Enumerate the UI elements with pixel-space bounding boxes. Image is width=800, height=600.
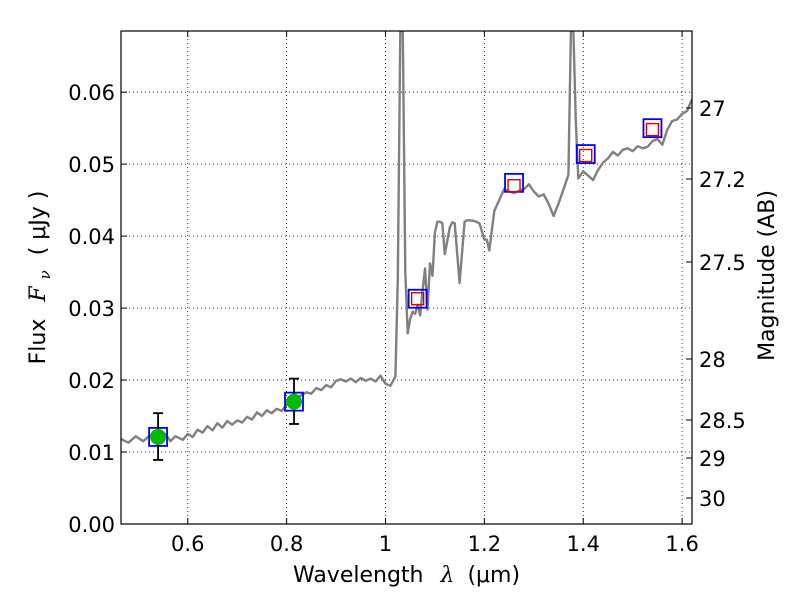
y-tick-label: 0.05 (68, 153, 115, 177)
plot-frame (120, 30, 693, 525)
observed-photometry-point (286, 393, 303, 410)
y-tick-label: 0.00 (68, 513, 115, 537)
x-tick-label: 0.6 (171, 532, 204, 556)
right-tick-label: 27 (699, 97, 726, 121)
y-axis-label: Flux (26, 319, 51, 365)
predicted-photometry-square (645, 122, 660, 137)
y-tick-label: 0.01 (68, 441, 115, 465)
right-tick-label: 30 (699, 487, 726, 511)
right-tick-label: 29 (699, 447, 726, 471)
x-axis-unit: (μm) (467, 563, 520, 588)
right-axis-title: Magnitude (AB) (755, 190, 780, 361)
x-axis-label: Wavelength (293, 563, 424, 588)
spectrum-layer (121, 31, 692, 444)
x-axis-symbol: λ (439, 563, 454, 588)
x-tick-label: 1.4 (567, 532, 600, 556)
right-tick-label: 28.5 (699, 409, 746, 433)
x-axis-title: Wavelength λ (μm) (293, 563, 520, 588)
marker-layer (148, 118, 663, 461)
x-tick-label: 1.6 (665, 532, 698, 556)
predicted-photometry-square (579, 148, 593, 163)
right-tick-label: 27.5 (699, 251, 746, 275)
spectrum-line (121, 31, 692, 444)
y-tick-label: 0.06 (68, 81, 115, 105)
tick-layer: 0.6 0.8 1 1.2 1.4 1.6 0.00 0.01 0.02 0.03 0.04 0.05… (68, 31, 746, 556)
x-tick-label: 1.2 (468, 532, 501, 556)
predicted-photometry-square (507, 179, 521, 193)
y-axis-unit: ( μJy ) (26, 191, 51, 256)
y-axis-title: Flux F ν ( μJy ) (26, 191, 56, 365)
model-photometry-square (407, 288, 428, 309)
x-tick-label: 0.8 (270, 532, 303, 556)
y-tick-label: 0.02 (68, 369, 115, 393)
y-axis-subscript: ν (36, 270, 54, 279)
predicted-photometry-square (410, 292, 425, 306)
right-tick-label: 27.2 (699, 168, 746, 192)
model-photometry-square (642, 118, 663, 139)
y-axis-symbol: F (26, 286, 51, 303)
y-tick-label: 0.03 (68, 297, 115, 321)
observed-photometry-point (150, 428, 167, 445)
model-photometry-square (575, 144, 596, 164)
y-tick-label: 0.04 (68, 225, 115, 249)
x-tick-label: 1 (379, 532, 392, 556)
right-tick-label: 28 (699, 348, 726, 372)
